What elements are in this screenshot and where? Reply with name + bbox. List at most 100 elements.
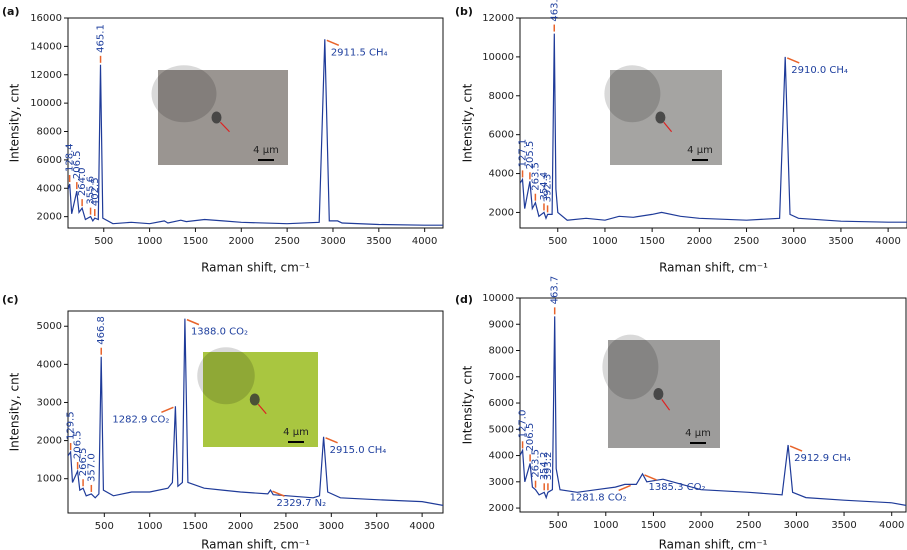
peak-label: 2912.9 CH₄ [794,453,851,464]
peak-arrow [618,484,631,492]
inset-arrow [661,399,671,411]
x-tick-label: 4000 [879,520,904,531]
y-tick-label: 2000 [489,207,514,218]
peak-label: 266.5 [78,448,89,477]
y-tick-label: 4000 [37,359,62,370]
x-axis-label: Raman shift, cm⁻¹ [201,538,310,550]
peak-arrow [186,318,200,326]
x-tick-label: 3000 [320,236,345,247]
peak-label: 263.5 [531,449,542,478]
scale-label: 4 μm [685,428,711,439]
peak-label: 463.7 [549,0,560,22]
spectrum-line [520,316,906,506]
y-tick-label: 2000 [37,436,62,447]
x-tick-label: 1000 [137,236,162,247]
peak-label: 466.8 [96,316,107,345]
peak-label: 392.3 [543,174,554,203]
x-tick-label: 3500 [366,236,391,247]
x-tick-label: 2000 [228,521,253,532]
y-tick-label: 6000 [489,398,514,409]
peak-label: 2911.5 CH₄ [331,47,388,58]
peak-label: 355.6 [86,176,97,205]
x-tick-label: 3500 [828,236,853,247]
y-tick-label: 1000 [37,474,62,485]
y-tick-label: 9000 [489,319,514,330]
peak-label: 1282.9 CO₂ [112,414,169,425]
panel-label: (c) [2,293,19,306]
inclusion [653,388,664,400]
peak-arrow [272,490,285,497]
y-tick-label: 10000 [30,98,62,109]
peak-label: 2910.0 CH₄ [791,65,848,76]
x-tick-label: 4000 [412,236,437,247]
inset-image [203,352,318,447]
x-tick-label: 1000 [137,521,162,532]
x-tick-label: 3500 [364,521,389,532]
x-axis-label: Raman shift, cm⁻¹ [201,261,310,275]
y-tick-label: 8000 [489,346,514,357]
peak-label: 127.1 [518,139,529,168]
peak-arrow [789,445,803,452]
x-tick-label: 500 [94,236,113,247]
inset-shade [602,334,659,400]
peak-label: 128.4 [65,143,76,172]
panel: (b) 500 1000 1500 2000 2500 3000 3500 4000 2000 40… [455,0,907,275]
y-tick-label: 4000 [37,183,62,194]
peak-label: 2329.7 N₂ [276,498,326,509]
peak-label: 206.5 [72,150,83,179]
peak-label: 206.5 [73,430,84,459]
peak-label: 354.4 [539,172,550,201]
inset-image [158,70,288,165]
inclusion [249,393,260,406]
peak-arrow [786,57,800,64]
inset-shade [151,65,217,123]
peak-label: 1281.8 CO₂ [570,492,627,503]
panel-label: (d) [455,293,473,306]
x-tick-label: 4000 [875,236,900,247]
y-tick-label: 5000 [489,424,514,435]
y-tick-label: 4000 [489,169,514,180]
x-tick-label: 1500 [641,520,666,531]
y-tick-label: 2000 [37,212,62,223]
x-axis-label: Raman shift, cm⁻¹ [659,538,768,550]
peak-arrow [161,406,174,413]
y-axis-label: Intensity, cnt [461,365,475,444]
inset-arrow [257,403,267,415]
y-tick-label: 4000 [489,451,514,462]
inset-arrow [219,121,230,133]
x-axis-label: Raman shift, cm⁻¹ [659,261,768,275]
x-tick-label: 500 [95,521,114,532]
x-tick-label: 2500 [736,520,761,531]
plot-frame [519,297,907,513]
panel-label: (a) [2,5,19,18]
y-tick-label: 3000 [489,477,514,488]
inset-image [608,340,720,448]
x-tick-label: 4000 [409,521,434,532]
y-tick-label: 2000 [489,503,514,514]
inset-shade [197,347,255,405]
plot-frame [67,17,444,229]
peak-label: 263.5 [530,162,541,191]
scale-label: 4 μm [283,427,309,438]
y-tick-label: 16000 [30,13,62,24]
panel: (c) 500 1000 1500 2000 2500 3000 3500 4000 1000 20… [2,293,444,550]
y-axis-label: Intensity, cnt [8,372,22,451]
peak-label: 2915.0 CH₄ [330,445,387,456]
peak-label: 465.1 [96,24,107,53]
peak-label: 357.0 [86,453,97,482]
x-tick-label: 3000 [784,520,809,531]
y-axis-label: Intensity, cnt [461,83,475,162]
y-tick-label: 14000 [30,41,62,52]
y-axis-label: Intensity, cnt [8,83,22,162]
x-tick-label: 3500 [831,520,856,531]
peak-arrow [326,39,340,46]
peak-arrow [644,474,657,481]
y-tick-label: 5000 [37,321,62,332]
peak-label: 205.5 [525,141,536,170]
x-tick-label: 1500 [183,236,208,247]
scale-label: 4 μm [687,145,713,156]
x-tick-label: 3000 [781,236,806,247]
x-tick-label: 2000 [687,236,712,247]
